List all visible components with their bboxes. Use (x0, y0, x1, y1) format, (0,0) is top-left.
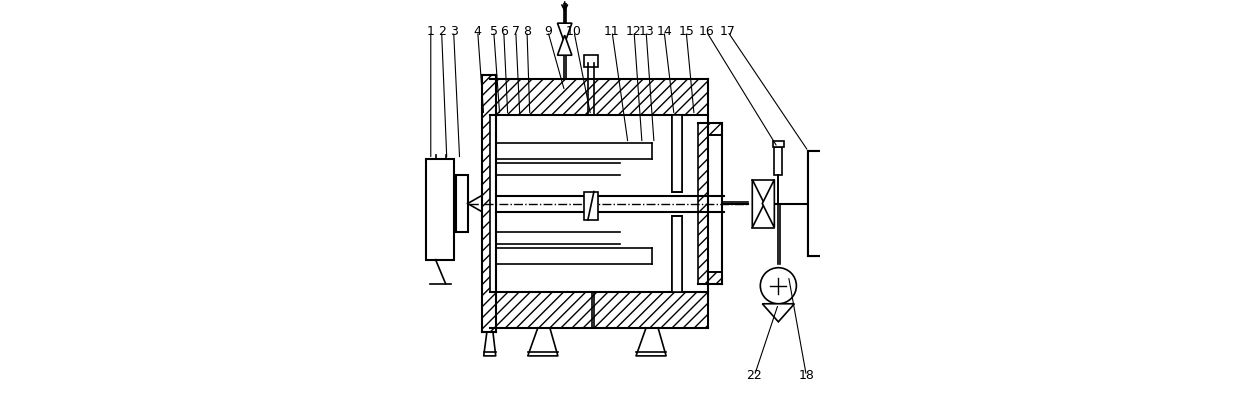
Polygon shape (763, 179, 774, 227)
Text: 22: 22 (746, 369, 763, 383)
Bar (425, 160, 454, 260)
Text: 10: 10 (565, 25, 582, 38)
Bar (698, 123, 722, 284)
Bar (490, 79, 708, 116)
Bar (584, 55, 598, 67)
Text: 5: 5 (490, 25, 497, 38)
Bar (490, 116, 708, 292)
Text: 4: 4 (474, 25, 481, 38)
Text: 11: 11 (604, 25, 620, 38)
Text: 2: 2 (438, 25, 445, 38)
Text: 14: 14 (656, 25, 672, 38)
Text: 7: 7 (512, 25, 520, 38)
Bar (490, 292, 708, 328)
Polygon shape (558, 23, 572, 43)
Bar (708, 135, 722, 272)
Bar (672, 116, 682, 191)
Text: 3: 3 (450, 25, 458, 38)
Bar (672, 216, 682, 292)
Bar (808, 152, 842, 256)
Bar (481, 75, 496, 332)
Polygon shape (753, 179, 764, 227)
Text: 17: 17 (719, 25, 735, 38)
Text: 18: 18 (799, 369, 815, 383)
Bar (672, 116, 682, 191)
Text: 1: 1 (427, 25, 435, 38)
Bar (672, 216, 682, 292)
Text: 8: 8 (523, 25, 531, 38)
Polygon shape (763, 304, 795, 322)
Text: 6: 6 (500, 25, 507, 38)
Bar (773, 141, 784, 147)
Bar (808, 152, 842, 256)
Text: 9: 9 (544, 25, 552, 38)
Text: 16: 16 (698, 25, 714, 38)
Text: 13: 13 (639, 25, 653, 38)
Bar (774, 147, 782, 175)
Bar (698, 123, 708, 284)
Polygon shape (558, 35, 572, 55)
Bar (584, 191, 598, 220)
Text: 12: 12 (626, 25, 642, 38)
Circle shape (760, 268, 796, 304)
Text: 15: 15 (678, 25, 694, 38)
Bar (455, 175, 467, 231)
